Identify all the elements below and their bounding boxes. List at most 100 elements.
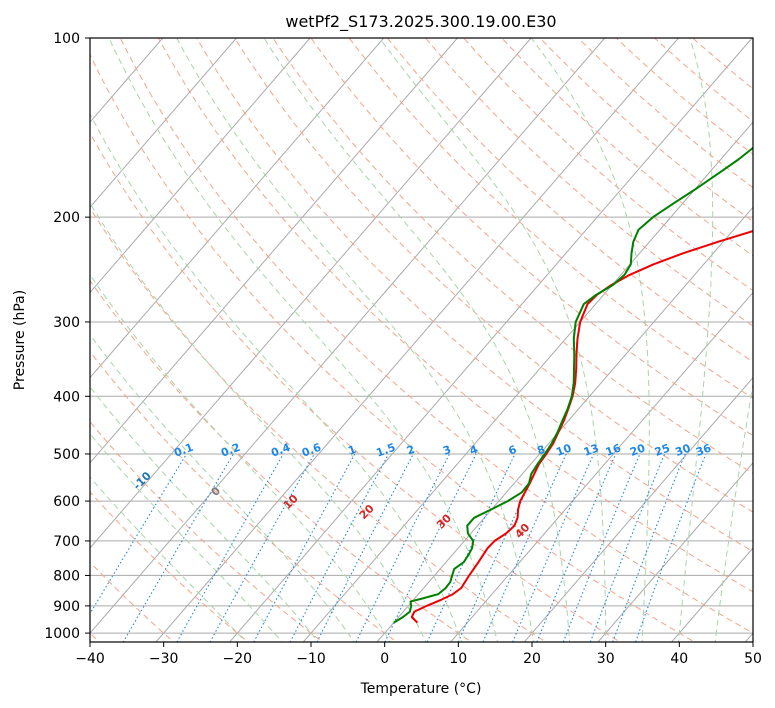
mixing-ratio-label: 36 <box>694 441 713 459</box>
x-tick-label: 0 <box>380 651 389 667</box>
dewpoint-profile-line <box>393 146 753 624</box>
moist-adiabat-line <box>176 38 535 642</box>
dry-adiabat-line <box>310 38 753 437</box>
x-tick-label: −40 <box>75 651 105 667</box>
y-tick-label: 400 <box>53 389 80 405</box>
isotherm-line <box>229 38 753 642</box>
axis-ticks: −40 −30 −20 −10 0 10 20 30 40 5010020030040050060… <box>44 31 762 667</box>
dry-adiabat-line <box>90 350 398 642</box>
dry-adiabat-line <box>90 561 175 642</box>
profile-lines <box>393 146 753 624</box>
x-tick-label: 50 <box>744 651 762 667</box>
mixing-ratio-line <box>289 453 389 642</box>
x-tick-label: −10 <box>296 651 326 667</box>
isotherm-line <box>597 462 753 642</box>
mixing-ratio-label: 0.4 <box>269 441 292 460</box>
y-tick-label: 100 <box>53 31 80 47</box>
mixing-ratio-label: 6 <box>507 443 519 458</box>
dry-adiabat-line <box>234 38 753 513</box>
y-tick-label: 700 <box>53 534 80 550</box>
moist-adiabat-line <box>90 333 355 642</box>
isotherm-line <box>302 121 753 642</box>
y-tick-label: 500 <box>53 447 80 463</box>
isoline-labels: 0.10.20.40.611.52346810131620253036-100-… <box>131 441 714 541</box>
plot-background <box>90 38 753 642</box>
dry-adiabat-line <box>90 491 249 642</box>
isotherm-line <box>90 38 385 379</box>
mixing-ratio-line <box>482 453 567 642</box>
moist-adiabat-line <box>90 386 319 642</box>
isotherm-line <box>90 38 606 634</box>
x-tick-label: 10 <box>449 651 467 667</box>
moist-adiabat-line <box>530 38 650 642</box>
mixing-ratio-label: 30 <box>673 441 692 459</box>
mixing-ratio-label: 1 <box>346 443 358 458</box>
mixing-ratio-line <box>612 453 686 642</box>
x-axis-title: Temperature (°C) <box>360 681 482 697</box>
isotherm-line <box>90 38 311 294</box>
dry-adiabat-line <box>157 38 753 593</box>
y-tick-label: 200 <box>53 210 80 226</box>
mixing-ratio-line <box>355 453 450 642</box>
isotherm-line <box>90 38 458 464</box>
mixing-ratio-line <box>634 453 707 642</box>
mixing-ratio-label: 16 <box>604 441 623 459</box>
mixing-ratio-line <box>90 453 187 615</box>
dry-adiabat-line <box>463 38 753 292</box>
dry-adiabat-line <box>90 207 547 642</box>
x-tick-label: −30 <box>149 651 179 667</box>
plot-frame <box>89 37 754 643</box>
mixing-ratio-line <box>589 453 666 642</box>
x-tick-label: −20 <box>223 651 253 667</box>
y-axis-title: Pressure (hPa) <box>12 290 28 390</box>
mixing-ratio-label: 10 <box>554 441 573 459</box>
mixing-ratio-label: 20 <box>628 441 647 459</box>
mixing-ratio-line <box>536 453 617 642</box>
mixing-ratio-line <box>384 453 477 642</box>
y-tick-label: 1000 <box>44 626 80 642</box>
moist-adiabat-line <box>263 38 571 642</box>
mixing-ratio-label: 1.5 <box>375 441 398 460</box>
x-tick-label: 20 <box>523 651 541 667</box>
isotherm-line <box>90 38 237 209</box>
mixing-ratio-line <box>562 453 641 642</box>
x-tick-label: 40 <box>670 651 688 667</box>
moist-adiabat-line <box>678 38 714 642</box>
y-tick-label: 900 <box>53 599 80 615</box>
moist-adiabat-line <box>90 273 391 642</box>
mixing-ratio-label: 3 <box>441 443 453 458</box>
dry-adiabat-line <box>90 132 622 642</box>
mixing-ratio-label: 8 <box>535 443 547 458</box>
mixing-ratio-label: 0.6 <box>300 441 323 460</box>
y-tick-label: 600 <box>53 494 80 510</box>
mixing-ratio-label: 0.1 <box>172 441 195 460</box>
mixing-ratio-line <box>209 453 315 642</box>
moist-adiabat-line <box>90 433 283 642</box>
mixing-ratio-label: 25 <box>653 441 672 458</box>
x-tick-label: 30 <box>597 651 615 667</box>
y-tick-label: 300 <box>53 315 80 331</box>
dry-adiabat-line <box>90 53 696 642</box>
moist-adiabat-line <box>714 380 753 642</box>
chart-title: wetPf2_S173.2025.300.19.00.E30 <box>285 12 556 32</box>
y-tick-label: 800 <box>53 568 80 584</box>
mixing-ratio-label: 13 <box>582 441 601 458</box>
mixing-ratio-label: 2 <box>405 443 417 458</box>
mixing-ratio-label: 4 <box>468 443 480 458</box>
moist-adiabat-line <box>108 38 499 642</box>
dry-adiabat-line <box>196 38 753 553</box>
isotherm-line <box>155 38 679 642</box>
dry-adiabat-line <box>272 38 753 475</box>
dry-adiabat-line <box>424 38 753 327</box>
isotherm-line <box>523 376 753 642</box>
mixing-ratio-line <box>253 453 356 642</box>
moist-adiabat-line <box>90 112 463 642</box>
mixing-ratio-line <box>512 453 595 642</box>
dry-adiabat-line <box>90 279 473 642</box>
moist-adiabat-line <box>378 38 607 642</box>
mixing-ratio-label: 0.2 <box>219 441 242 460</box>
isotherm-line <box>90 38 532 549</box>
isotherm-line <box>450 291 753 642</box>
